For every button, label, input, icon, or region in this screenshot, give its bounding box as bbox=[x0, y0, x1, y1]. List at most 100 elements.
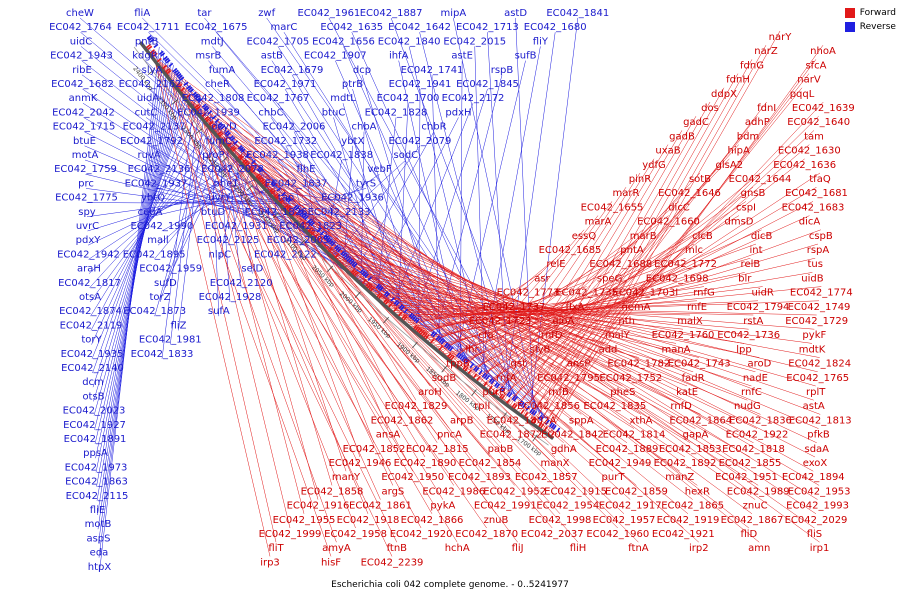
forward-gene-label[interactable]: EC042_1857 bbox=[515, 472, 578, 483]
forward-gene-label[interactable]: add bbox=[599, 344, 618, 355]
reverse-gene-label[interactable]: sufB bbox=[515, 51, 537, 62]
forward-gene-label[interactable]: rplT bbox=[806, 387, 826, 398]
forward-gene-label[interactable]: gloA bbox=[552, 316, 574, 327]
reverse-gene-label[interactable]: mdtL bbox=[330, 93, 356, 104]
forward-gene-label[interactable]: EC042_1921 bbox=[652, 529, 715, 540]
forward-gene-label[interactable]: EC042_2239 bbox=[361, 557, 424, 568]
reverse-gene-label[interactable]: tyrS bbox=[356, 178, 376, 189]
forward-gene-label[interactable]: EC042_1782 bbox=[607, 359, 670, 370]
forward-gene-label[interactable]: EC042_1999 bbox=[259, 529, 322, 540]
reverse-gene-label[interactable]: uvrY bbox=[208, 193, 231, 204]
forward-gene-label[interactable]: znuB bbox=[484, 515, 509, 526]
reverse-gene-label[interactable]: EC042_2120 bbox=[210, 278, 273, 289]
forward-gene-label[interactable]: EC042_1639 bbox=[792, 103, 855, 114]
forward-gene-label[interactable]: EC042_2037 bbox=[521, 529, 584, 540]
reverse-gene-label[interactable]: dcyD bbox=[211, 122, 237, 133]
reverse-gene-label[interactable]: EC042_1941 bbox=[389, 79, 452, 90]
reverse-gene-label[interactable]: cheR bbox=[205, 79, 230, 90]
reverse-gene-label[interactable]: EC042_1935 bbox=[61, 349, 124, 360]
reverse-gene-label[interactable]: EC042_1931 bbox=[205, 221, 268, 232]
forward-gene-label[interactable]: sfcA bbox=[805, 60, 826, 71]
forward-gene-label[interactable]: EC042_1655 bbox=[581, 202, 644, 213]
forward-gene-label[interactable]: EC042_1864 bbox=[669, 415, 732, 426]
forward-gene-label[interactable]: EC042_1723 bbox=[469, 316, 532, 327]
reverse-gene-label[interactable]: EC042_1759 bbox=[54, 164, 117, 175]
reverse-gene-label[interactable]: EC042_1895 bbox=[123, 249, 186, 260]
reverse-gene-label[interactable]: EC042_1961 bbox=[297, 8, 360, 19]
forward-gene-label[interactable]: EC042_1872 bbox=[480, 430, 543, 441]
forward-gene-label[interactable]: EC042_1862 bbox=[371, 415, 434, 426]
forward-gene-label[interactable]: znuC bbox=[743, 501, 768, 512]
reverse-gene-label[interactable]: slyA bbox=[142, 65, 163, 76]
reverse-gene-label[interactable]: marC bbox=[270, 22, 297, 33]
reverse-gene-label[interactable]: pdxH bbox=[445, 107, 471, 118]
reverse-gene-label[interactable]: EC042_2078 bbox=[201, 164, 264, 175]
forward-gene-label[interactable]: irp3 bbox=[260, 557, 280, 568]
forward-gene-label[interactable]: sodB bbox=[432, 373, 457, 384]
reverse-gene-label[interactable]: EC042_2125 bbox=[197, 235, 260, 246]
forward-gene-label[interactable]: lhr bbox=[465, 344, 479, 355]
reverse-gene-label[interactable]: EC042_1741 bbox=[401, 65, 464, 76]
reverse-gene-label[interactable]: EC042_2140 bbox=[61, 363, 124, 374]
reverse-gene-label[interactable]: torZ bbox=[149, 292, 170, 303]
reverse-gene-label[interactable]: proP bbox=[202, 150, 224, 161]
forward-gene-label[interactable]: xthA bbox=[629, 415, 652, 426]
forward-gene-label[interactable]: pntA bbox=[620, 245, 644, 256]
reverse-gene-label[interactable]: EC042_1971 bbox=[254, 79, 317, 90]
reverse-gene-label[interactable]: EC042_1937 bbox=[125, 178, 188, 189]
forward-gene-label[interactable]: slyB bbox=[530, 344, 551, 355]
forward-gene-label[interactable]: dos bbox=[701, 103, 719, 114]
reverse-gene-label[interactable]: EC042_1642 bbox=[388, 22, 451, 33]
reverse-gene-label[interactable]: EC042_2133 bbox=[308, 207, 371, 218]
forward-gene-label[interactable]: EC042_1946 bbox=[329, 458, 392, 469]
forward-gene-label[interactable]: EC042_1918 bbox=[337, 515, 400, 526]
reverse-gene-label[interactable]: EC042_2119 bbox=[60, 320, 123, 331]
reverse-gene-label[interactable]: EC042_1840 bbox=[378, 36, 441, 47]
forward-gene-label[interactable]: adhP bbox=[745, 117, 770, 128]
forward-gene-label[interactable]: EC042_1951 bbox=[715, 472, 778, 483]
forward-gene-label[interactable]: aroD bbox=[748, 359, 772, 370]
forward-gene-label[interactable]: fadR bbox=[682, 373, 705, 384]
forward-gene-label[interactable]: fdnI bbox=[757, 103, 776, 114]
reverse-gene-label[interactable]: ruvA bbox=[138, 150, 161, 161]
reverse-gene-label[interactable]: vebF bbox=[367, 164, 391, 175]
reverse-gene-label[interactable]: motB bbox=[85, 519, 112, 530]
forward-gene-label[interactable]: gadB bbox=[669, 131, 695, 142]
reverse-gene-label[interactable]: spy bbox=[78, 207, 96, 218]
forward-gene-label[interactable]: EC042_1735 bbox=[555, 288, 618, 299]
forward-gene-label[interactable]: EC042_1737 bbox=[483, 302, 546, 313]
forward-gene-label[interactable]: uxaB bbox=[655, 146, 680, 157]
forward-gene-label[interactable]: EC042_1660 bbox=[637, 217, 700, 228]
reverse-gene-label[interactable]: EC042_1887 bbox=[360, 8, 423, 19]
forward-gene-label[interactable]: bdm bbox=[737, 131, 759, 142]
reverse-gene-label[interactable]: pntB bbox=[135, 36, 159, 47]
forward-gene-label[interactable]: EC042_1954 bbox=[536, 501, 599, 512]
reverse-gene-label[interactable]: EC042_1845 bbox=[456, 79, 519, 90]
reverse-gene-label[interactable]: otsB bbox=[82, 391, 104, 402]
reverse-gene-label[interactable]: EC042_1863 bbox=[65, 477, 128, 488]
reverse-gene-label[interactable]: EC042_1715 bbox=[53, 122, 116, 133]
forward-gene-label[interactable]: hchA bbox=[445, 543, 470, 554]
forward-gene-label[interactable]: sdaA bbox=[804, 444, 829, 455]
forward-gene-label[interactable]: sotB bbox=[689, 174, 711, 185]
forward-gene-label[interactable]: rstA bbox=[743, 316, 763, 327]
forward-gene-label[interactable]: dicB bbox=[751, 231, 773, 242]
forward-gene-label[interactable]: EC042_1729 bbox=[785, 316, 848, 327]
reverse-gene-label[interactable]: EC042_1873 bbox=[123, 306, 186, 317]
reverse-gene-label[interactable]: fliE bbox=[90, 505, 105, 516]
forward-gene-label[interactable]: EC042_1998 bbox=[529, 515, 592, 526]
forward-gene-label[interactable]: pinR bbox=[629, 174, 651, 185]
forward-gene-label[interactable]: EC042_1859 bbox=[605, 486, 668, 497]
reverse-gene-label[interactable]: sodC bbox=[393, 150, 418, 161]
forward-gene-label[interactable]: nhoA bbox=[810, 46, 836, 57]
forward-gene-label[interactable]: EC042_1852 bbox=[343, 444, 406, 455]
forward-gene-label[interactable]: pfkB bbox=[807, 430, 830, 441]
forward-gene-label[interactable]: ftnA bbox=[628, 543, 649, 554]
forward-gene-label[interactable]: rnfC bbox=[741, 387, 762, 398]
forward-gene-label[interactable]: fliH bbox=[570, 543, 587, 554]
reverse-gene-label[interactable]: EC042_1981 bbox=[139, 335, 202, 346]
forward-gene-label[interactable]: speG bbox=[597, 273, 622, 284]
reverse-gene-label[interactable]: kdgR bbox=[132, 51, 157, 62]
forward-gene-label[interactable]: clcB bbox=[692, 231, 713, 242]
forward-gene-label[interactable]: malX bbox=[677, 316, 703, 327]
